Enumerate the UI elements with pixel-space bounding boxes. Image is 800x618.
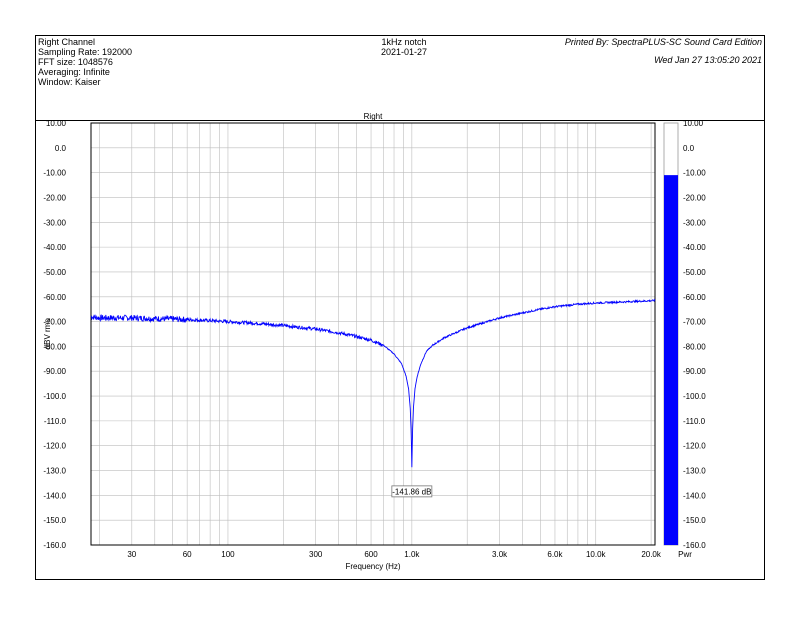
level-meter-tick-label: -50.00: [683, 268, 706, 277]
y-tick-label: 0.0: [55, 144, 67, 153]
report-date: 2021-01-27: [380, 47, 428, 57]
annotation-box: [391, 485, 433, 498]
level-meter-tick-label: 0.0: [683, 144, 695, 153]
y-tick-label: -160.0: [43, 541, 66, 550]
y-tick-label: -20.00: [43, 193, 66, 202]
level-meter-tick-labels: 10.00 0.0 -10.00 -20.00 -30.00 -40.00 -50.00 -6…: [683, 119, 706, 550]
info-line-averaging: Averaging: Infinite: [38, 67, 110, 77]
level-meter-tick-label: -40.00: [683, 243, 706, 252]
report-title-block: 1kHz notch 2021-01-27: [354, 37, 454, 57]
level-meter-tick-label: -130.0: [683, 467, 706, 476]
y-tick-label: -140.0: [43, 491, 66, 500]
printed-by: Printed By: SpectraPLUS-SC Sound Card Ed…: [564, 37, 762, 47]
level-meter-tick-label: -140.0: [683, 491, 706, 500]
level-meter-tick-label: -100.0: [683, 392, 706, 401]
level-meter-tick-label: -80.00: [683, 342, 706, 351]
y-tick-label: -30.00: [43, 218, 66, 227]
x-tick-label: 10.0k: [586, 550, 607, 559]
y-tick-label: -50.00: [43, 268, 66, 277]
x-tick-label: 100: [221, 550, 235, 559]
header-divider: [36, 120, 764, 121]
x-tick-labels: 30 60 100 300 600 1.0k 3.0k 6.0k 10.0k 20.0k: [127, 550, 662, 559]
y-tick-label: -130.0: [43, 467, 66, 476]
y-tick-label: -110.0: [44, 417, 67, 426]
level-meter-tick-label: -90.00: [683, 367, 706, 376]
x-axis-label: Frequency (Hz): [345, 562, 400, 571]
level-meter-tick-label: -70.00: [683, 318, 706, 327]
x-tick-label: 60: [183, 550, 192, 559]
x-tick-label: 3.0k: [492, 550, 508, 559]
x-tick-label: 600: [364, 550, 378, 559]
info-line-sampling-rate: Sampling Rate: 192000: [38, 47, 133, 57]
y-tick-label: -100.0: [43, 392, 66, 401]
level-meter-tick-label: 10.00: [683, 119, 704, 128]
info-line-channel: Right Channel: [38, 37, 96, 47]
print-info: Printed By: SpectraPLUS-SC Sound Card Ed…: [565, 37, 762, 65]
annotation-label: -141.86 dB: [392, 487, 431, 496]
level-meter-tick-label: -60.00: [683, 293, 706, 302]
level-meter-label: Pwr: [678, 550, 692, 559]
level-meter-tick-label: -10.00: [683, 169, 706, 178]
x-tick-label: 300: [309, 550, 323, 559]
y-tick-label: 10.00: [46, 119, 67, 128]
y-tick-labels: 10.00 0.0 -10.00 -20.00 -30.00 -40.00 -50.00 -6…: [43, 119, 66, 550]
print-timestamp: Wed Jan 27 13:05:20 2021: [654, 55, 762, 65]
info-line-window: Window: Kaiser: [38, 77, 101, 87]
grid: [91, 122, 655, 546]
plot-area-border: [90, 122, 656, 546]
y-tick-label: -70.00: [43, 318, 66, 327]
level-meter-tick-label: -110.0: [683, 417, 706, 426]
chart-title: Right: [364, 112, 383, 121]
y-axis-label: dBV rms: [43, 319, 52, 350]
y-tick-label: -60.00: [43, 293, 66, 302]
x-tick-label: 1.0k: [404, 550, 420, 559]
x-tick-label: 20.0k: [641, 550, 662, 559]
report-frame: Right Channel Sampling Rate: 192000 FFT …: [35, 35, 765, 580]
y-tick-label: -150.0: [43, 516, 66, 525]
x-tick-label: 6.0k: [547, 550, 563, 559]
info-line-fft-size: FFT size: 1048576: [38, 57, 113, 67]
series-group: [90, 298, 656, 468]
annotation-group: -141.86 dB: [391, 485, 433, 498]
level-meter: 10.00 0.0 -10.00 -20.00 -30.00 -40.00 -50.00 -6…: [663, 119, 706, 559]
measurement-info: Right Channel Sampling Rate: 192000 FFT …: [38, 37, 132, 87]
series-line: [90, 298, 656, 468]
y-tick-label: -120.0: [43, 442, 66, 451]
level-meter-tick-label: -30.00: [683, 218, 706, 227]
level-meter-tick-label: -20.00: [683, 193, 706, 202]
level-meter-tick-label: -120.0: [683, 442, 706, 451]
y-tick-label: -80.00: [43, 342, 66, 351]
y-tick-label: -10.00: [43, 169, 66, 178]
level-meter-tick-label: -160.0: [683, 541, 706, 550]
level-meter-tick-label: -150.0: [683, 516, 706, 525]
x-tick-label: 30: [127, 550, 136, 559]
y-tick-label: -40.00: [43, 243, 66, 252]
report-title: 1kHz notch: [381, 37, 427, 47]
level-meter-fill: [664, 175, 678, 546]
y-tick-label: -90.00: [43, 367, 66, 376]
